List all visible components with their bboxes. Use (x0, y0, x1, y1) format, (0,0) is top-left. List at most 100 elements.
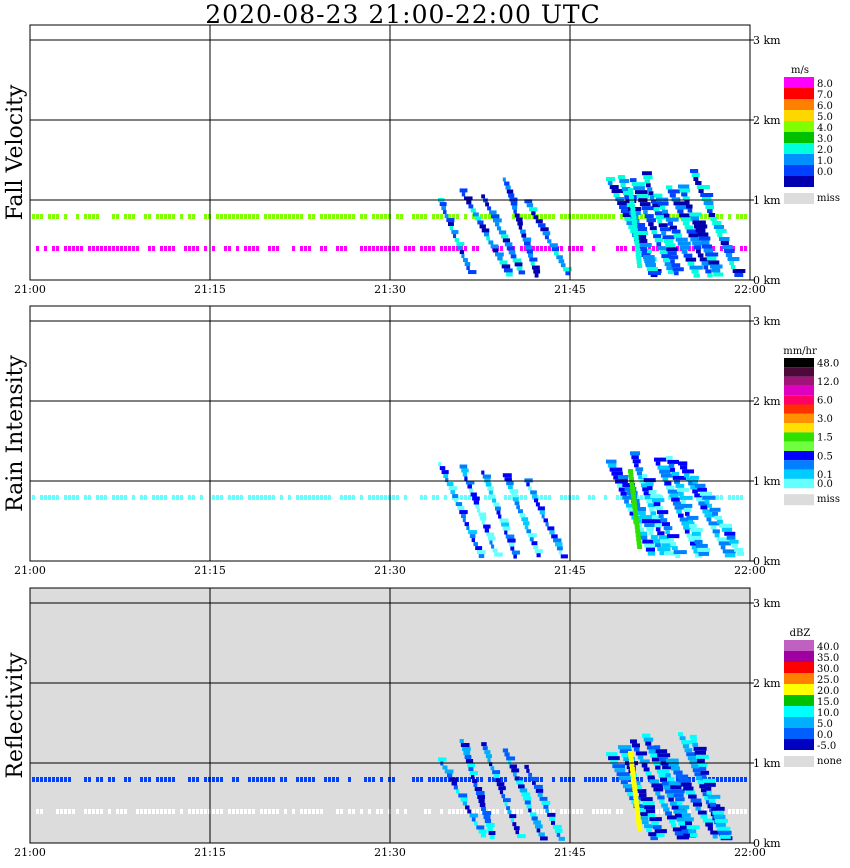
cell-pixel (683, 833, 696, 838)
height-tick-label: 1 km (753, 194, 781, 207)
cell-pixel (540, 836, 548, 841)
echo-pixel (176, 495, 179, 500)
echo-pixel (372, 246, 375, 251)
cell-pixel (626, 203, 633, 208)
echo-pixel (440, 214, 443, 219)
cell-pixel (677, 241, 691, 246)
cell-pixel (530, 261, 535, 266)
cell-pixel (607, 181, 613, 186)
echo-pixel (660, 495, 663, 500)
core-pixel (629, 204, 635, 208)
echo-pixel (724, 777, 727, 782)
echo-pixel (160, 495, 163, 500)
echo-pixel (40, 809, 43, 814)
time-tick-label: 21:45 (554, 564, 586, 577)
echo-band (32, 214, 747, 219)
echo-pixel (140, 809, 143, 814)
cell-pixel (722, 244, 733, 249)
height-tick-label: 0 km (753, 274, 781, 287)
cell-pixel (484, 528, 490, 533)
cell-pixel (704, 499, 710, 504)
echo-pixel (84, 777, 87, 782)
cell-pixel (465, 759, 474, 764)
echo-pixel (580, 809, 583, 814)
cell-pixel (620, 209, 635, 214)
cell-pixel (668, 797, 674, 802)
time-tick-label: 21:30 (374, 846, 406, 859)
cell-pixel (477, 220, 484, 225)
echo-pixel (220, 214, 223, 219)
echo-pixel (660, 809, 663, 814)
cell-pixel (640, 797, 653, 802)
echo-pixel (352, 495, 355, 500)
echo-pixel (240, 495, 243, 500)
cell-pixel (631, 182, 645, 187)
cell-pixel (666, 485, 675, 490)
core-pixel (634, 244, 640, 248)
cell-pixel (653, 502, 661, 507)
colorbar-missing-swatch (784, 756, 814, 767)
echo-pixel (492, 777, 495, 782)
cell-pixel (675, 237, 688, 242)
echo-pixel (192, 246, 195, 251)
echo-pixel (528, 777, 531, 782)
echo-pixel (444, 777, 447, 782)
echo-pixel (92, 214, 95, 219)
echo-pixel (500, 246, 503, 251)
cell-pixel (650, 494, 661, 499)
colorbar-unit: dBZ (790, 628, 811, 639)
echo-pixel (272, 495, 275, 500)
cell-pixel (630, 178, 637, 183)
cell-pixel (652, 539, 664, 544)
cell-pixel (465, 480, 475, 485)
echo-pixel (32, 777, 35, 782)
cell-pixel (719, 523, 732, 528)
cell-pixel (518, 270, 526, 275)
colorbar-swatch (784, 728, 814, 739)
cell-pixel (695, 180, 702, 185)
echo-pixel (328, 495, 331, 500)
cell-pixel (450, 490, 455, 495)
echo-pixel (516, 809, 519, 814)
cell-pixel (698, 501, 710, 506)
cell-pixel (502, 748, 509, 753)
colorbar-label: 15.0 (817, 697, 839, 708)
echo-pixel (428, 809, 431, 814)
echo-pixel (476, 246, 479, 251)
cell-pixel (667, 777, 675, 782)
echo-pixel (720, 214, 723, 219)
cell-pixel (497, 256, 503, 261)
cell-pixel (468, 767, 474, 772)
cell-pixel (710, 830, 722, 835)
echo-pixel (40, 777, 43, 782)
echo-pixel (324, 214, 327, 219)
cell-pixel (528, 772, 533, 777)
echo-pixel (96, 777, 99, 782)
colorbar-legend: dBZ40.035.030.025.020.015.010.05.00.0-5.… (784, 628, 842, 767)
echo-pixel (216, 777, 219, 782)
colorbar-missing-label: miss (817, 494, 840, 505)
echo-pixel (688, 809, 691, 814)
echo-pixel (472, 214, 475, 219)
cell-pixel (551, 534, 558, 539)
echo-pixel (440, 809, 443, 814)
cell-pixel (533, 215, 539, 220)
echo-pixel (264, 214, 267, 219)
colorbar-swatch (784, 706, 814, 717)
echo-pixel (400, 214, 403, 219)
cell-pixel (625, 503, 638, 508)
cell-pixel (504, 181, 510, 186)
colorbar-label: 40.0 (817, 642, 839, 653)
panel-label: Reflectivity (3, 652, 28, 779)
cell-pixel (523, 521, 530, 526)
cell-pixel (462, 747, 471, 752)
echo-pixel (536, 495, 539, 500)
cell-pixel (700, 788, 707, 793)
precip-cell (438, 177, 572, 278)
echo-pixel (464, 777, 467, 782)
cell-pixel (648, 832, 661, 837)
echo-pixel (196, 809, 199, 814)
cell-pixel (491, 214, 500, 219)
cell-pixel (637, 812, 651, 817)
